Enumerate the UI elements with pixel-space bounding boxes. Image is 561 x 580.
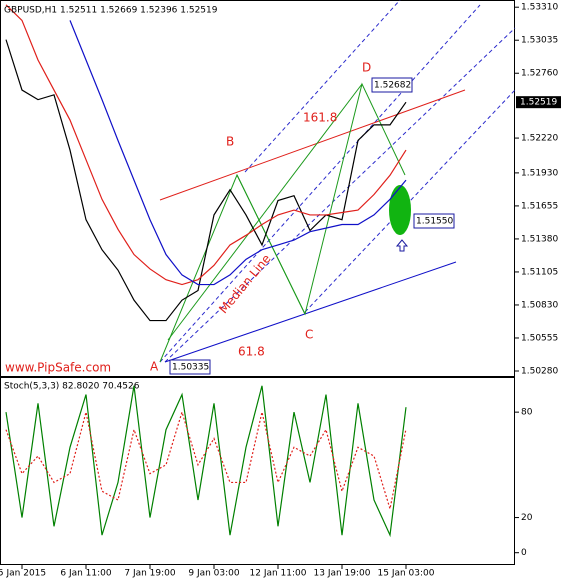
y-tick-label: 1.50830 xyxy=(521,300,558,310)
abcd-lines xyxy=(236,174,306,315)
y-tick-label: 1.51930 xyxy=(521,168,558,178)
x-tick-label: 5 Jan 2015 xyxy=(0,569,46,579)
median-line xyxy=(167,83,363,341)
x-tick-label: 9 Jan 03:00 xyxy=(188,569,240,579)
price-label: 1.51550 xyxy=(416,217,453,227)
annotation: C xyxy=(305,328,313,342)
y-tick-label: 1.52220 xyxy=(521,134,558,144)
x-tick-label: 12 Jan 11:00 xyxy=(250,569,307,579)
y-tick-label: 20 xyxy=(521,513,533,523)
y-tick-label: 1.52760 xyxy=(521,69,558,79)
price-label-box xyxy=(169,359,211,375)
fib-line xyxy=(164,261,457,363)
annotation: www.PipSafe.com xyxy=(5,361,111,375)
annotation: D xyxy=(362,61,371,75)
x-tick-label: 7 Jan 19:00 xyxy=(124,569,176,579)
y-tick-label: 1.51105 xyxy=(521,267,558,277)
arrow-up xyxy=(395,239,409,252)
highlight xyxy=(389,185,411,235)
price-label-box xyxy=(371,77,413,93)
series-line xyxy=(5,39,407,322)
y-tick-label: 1.53310 xyxy=(521,3,558,13)
chart-title: GBPUSD,H1 1.52511 1.52669 1.52396 1.5251… xyxy=(4,6,218,16)
y-tick-label: 80 xyxy=(521,408,533,418)
y-tick-label: 1.50555 xyxy=(521,333,558,343)
current-price: 1.52519 xyxy=(520,98,557,108)
channel-line xyxy=(244,0,401,173)
annotation: B xyxy=(226,135,234,149)
price-label: 1.50335 xyxy=(172,363,209,373)
channel-line xyxy=(159,4,481,363)
channel xyxy=(159,0,516,363)
plots xyxy=(5,4,407,538)
series-line xyxy=(69,20,407,286)
y-tick-label: 1.53035 xyxy=(521,36,558,46)
series-line xyxy=(5,410,407,509)
current-price-box xyxy=(516,96,561,109)
main-frame xyxy=(0,0,515,377)
price-label: 1.52682 xyxy=(374,81,411,91)
x-tick-label: 15 Jan 03:00 xyxy=(378,569,435,579)
stoch-title: Stoch(5,3,3) 82.8020 70.4526 xyxy=(4,382,140,392)
annotation: Median Line xyxy=(216,252,273,317)
annotation: A xyxy=(150,360,159,374)
y-tick-label: 1.50280 xyxy=(521,366,558,376)
y-tick-label: 1.51380 xyxy=(521,234,558,244)
x-tick-label: 13 Jan 19:00 xyxy=(314,569,371,579)
y-tick-label: 1.51655 xyxy=(521,201,558,211)
x-tick-label: 6 Jan 11:00 xyxy=(60,569,112,579)
fib-line xyxy=(159,89,466,201)
abcd-lines xyxy=(159,82,406,363)
y-tick-label: 0 xyxy=(521,548,527,558)
series-line xyxy=(5,4,407,286)
price-label-box xyxy=(413,213,455,229)
stoch-frame xyxy=(0,377,515,565)
channel-line xyxy=(164,27,516,363)
series-line xyxy=(5,385,407,538)
annotation: 61.8 xyxy=(238,345,265,359)
channel-line xyxy=(304,89,516,313)
annotation: 161.8 xyxy=(303,111,337,125)
